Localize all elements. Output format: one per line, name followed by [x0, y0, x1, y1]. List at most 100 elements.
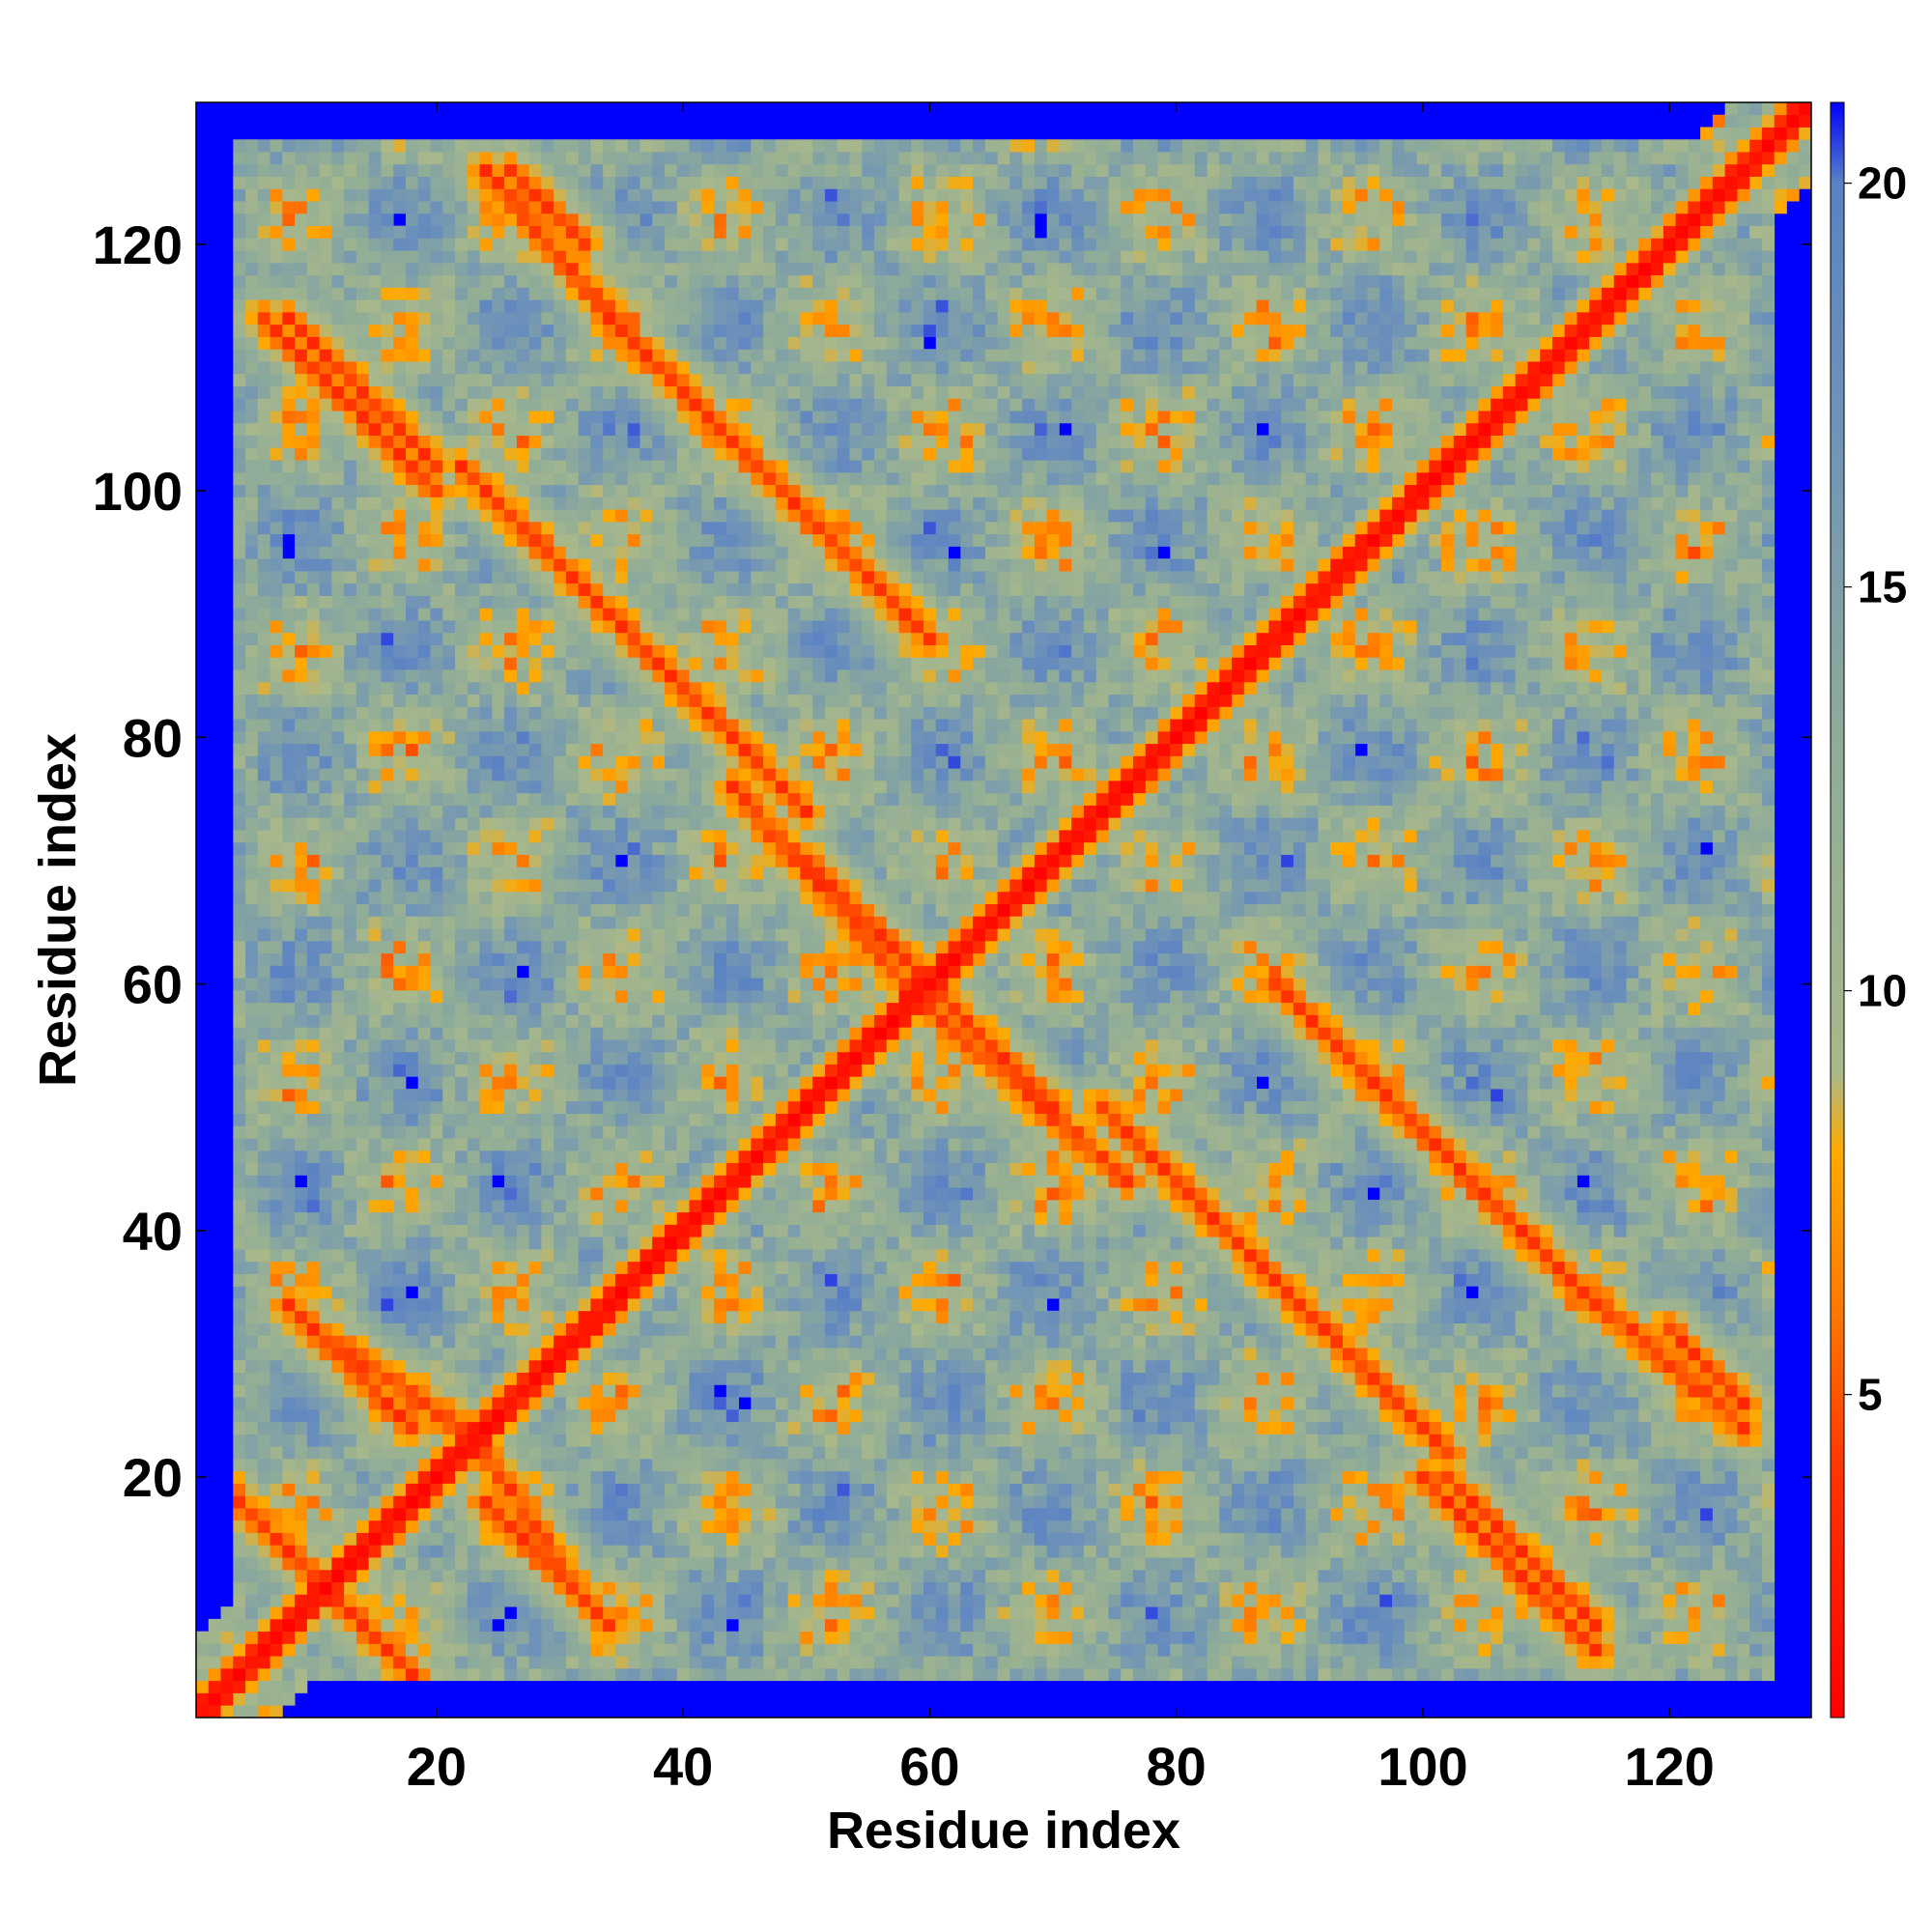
- heatmap-cell: [554, 1335, 567, 1349]
- heatmap-cell: [245, 841, 259, 855]
- heatmap-cell: [590, 854, 604, 867]
- heatmap-cell: [270, 1631, 283, 1644]
- heatmap-cell: [676, 1162, 690, 1176]
- heatmap-cell: [701, 1631, 715, 1644]
- heatmap-cell: [701, 324, 715, 337]
- heatmap-cell: [541, 1175, 554, 1188]
- heatmap-cell: [270, 952, 283, 966]
- heatmap-cell: [614, 1236, 629, 1250]
- heatmap-cell: [627, 928, 640, 942]
- heatmap-cell: [430, 916, 443, 929]
- heatmap-cell: [639, 620, 653, 634]
- heatmap-cell: [233, 928, 246, 942]
- heatmap-cell: [393, 1545, 407, 1558]
- heatmap-cell: [528, 521, 542, 535]
- heatmap-cell: [590, 1631, 604, 1644]
- heatmap-cell: [590, 546, 604, 559]
- heatmap-cell: [689, 1175, 702, 1188]
- heatmap-cell: [393, 928, 407, 942]
- heatmap-cell: [554, 1051, 567, 1065]
- heatmap-cell: [467, 644, 480, 658]
- heatmap-cell: [590, 1064, 604, 1077]
- heatmap-cell: [528, 1335, 542, 1349]
- heatmap-cell: [245, 780, 259, 794]
- heatmap-cell: [614, 1051, 629, 1065]
- heatmap-cell: [355, 1039, 370, 1053]
- heatmap-cell: [467, 743, 480, 756]
- heatmap-cell: [578, 447, 591, 461]
- heatmap-cell: [430, 1532, 443, 1546]
- heatmap-cell: [442, 681, 456, 696]
- heatmap-cell: [295, 361, 308, 375]
- heatmap-cell: [467, 989, 480, 1004]
- heatmap-cell: [306, 1199, 321, 1213]
- heatmap-cell: [319, 1261, 332, 1274]
- heatmap-cell: [282, 755, 296, 769]
- heatmap-cell: [528, 1667, 542, 1682]
- heatmap-cell: [590, 792, 604, 806]
- heatmap-cell: [639, 879, 653, 893]
- heatmap-cell: [306, 916, 321, 929]
- heatmap-cell: [417, 1384, 431, 1398]
- heatmap-cell: [554, 188, 567, 202]
- heatmap-cell: [405, 595, 419, 609]
- heatmap-cell: [516, 1002, 530, 1015]
- heatmap-cell: [220, 1692, 234, 1706]
- heatmap-cell: [381, 1248, 394, 1263]
- heatmap-cell: [417, 1298, 431, 1312]
- heatmap-cell: [344, 447, 357, 461]
- heatmap-cell: [393, 1495, 407, 1509]
- heatmap-cell: [295, 681, 308, 696]
- heatmap-cell: [257, 1359, 270, 1374]
- heatmap-cell: [257, 1125, 270, 1139]
- heatmap-cell: [417, 509, 431, 523]
- heatmap-cell: [442, 1211, 456, 1225]
- heatmap-cell: [639, 1138, 653, 1151]
- heatmap-cell: [368, 471, 382, 486]
- heatmap-cell: [504, 780, 518, 794]
- heatmap-cell: [492, 1458, 505, 1472]
- heatmap-cell: [467, 1483, 480, 1496]
- heatmap-cell: [479, 422, 493, 437]
- heatmap-cell: [455, 1310, 469, 1323]
- heatmap-cell: [344, 484, 357, 497]
- heatmap-cell: [430, 730, 443, 745]
- heatmap-cell: [701, 719, 715, 732]
- heatmap-cell: [665, 830, 678, 843]
- heatmap-cell: [528, 780, 542, 794]
- heatmap-cell: [639, 1248, 653, 1263]
- heatmap-cell: [492, 743, 505, 756]
- heatmap-cell: [492, 940, 505, 954]
- heatmap-cell: [627, 1667, 640, 1682]
- heatmap-cell: [639, 952, 653, 966]
- heatmap-cell: [245, 1692, 259, 1706]
- heatmap-cell: [554, 1224, 567, 1237]
- heatmap-cell: [652, 755, 666, 769]
- heatmap-cell: [603, 1089, 616, 1102]
- heatmap-cell: [528, 768, 542, 781]
- heatmap-cell: [492, 1248, 505, 1263]
- heatmap-cell: [245, 225, 259, 239]
- heatmap-cell: [528, 152, 542, 165]
- heatmap-cell: [590, 1667, 604, 1682]
- heatmap-cell: [541, 965, 554, 979]
- heatmap-cell: [603, 1162, 616, 1176]
- heatmap-cell: [676, 1643, 690, 1657]
- heatmap-cell: [578, 780, 591, 794]
- heatmap-cell: [714, 1286, 727, 1299]
- heatmap-cell: [257, 1397, 270, 1410]
- heatmap-cell: [479, 484, 493, 497]
- heatmap-cell: [614, 1322, 629, 1336]
- heatmap-cell: [319, 780, 332, 794]
- heatmap-cell: [714, 1569, 727, 1582]
- heatmap-cell: [554, 755, 567, 769]
- heatmap-cell: [676, 1051, 690, 1065]
- heatmap-cell: [270, 336, 283, 350]
- heatmap-cell: [405, 1667, 419, 1682]
- heatmap-cell: [689, 1150, 702, 1164]
- heatmap-cell: [331, 139, 345, 153]
- heatmap-cell: [565, 1446, 580, 1460]
- heatmap-cell: [282, 681, 296, 696]
- heatmap-cell: [417, 891, 431, 905]
- heatmap-cell: [417, 952, 431, 966]
